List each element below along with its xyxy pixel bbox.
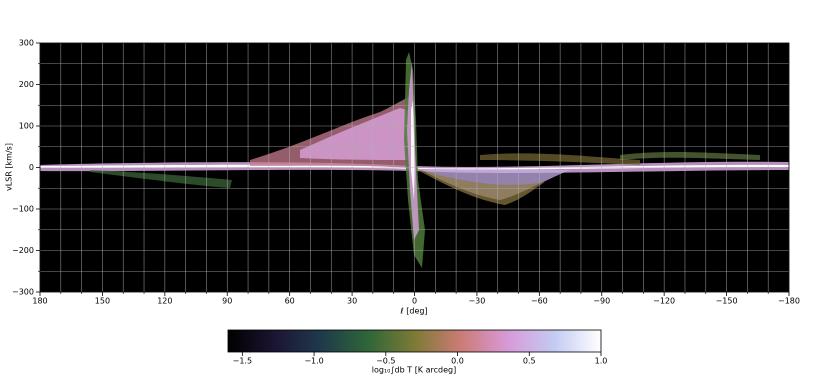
colorbar-tick-label: 0.5 <box>523 357 536 366</box>
x-tick-label: −60 <box>531 297 548 306</box>
x-tick-label: −150 <box>716 297 738 306</box>
x-tick-label: −90 <box>593 297 610 306</box>
y-tick-label: 200 <box>19 80 34 89</box>
y-tick-label: 300 <box>19 39 34 48</box>
y-axis-label: vLSR [km/s] <box>5 143 14 191</box>
x-tick-label: −30 <box>468 297 485 306</box>
y-tick-label: 100 <box>19 122 34 131</box>
x-tick-label: −180 <box>778 297 800 306</box>
x-tick-label: −120 <box>653 297 675 306</box>
colorbar-label: log₁₀∫db T [K arcdeg] <box>372 366 456 375</box>
colorbar-tick-label: 0.0 <box>451 357 464 366</box>
y-tick-label: −300 <box>12 288 34 297</box>
colorbar-tick-label: −1.0 <box>304 357 323 366</box>
x-tick-label: 60 <box>285 297 295 306</box>
y-tick-label: 0 <box>29 163 34 172</box>
y-tick-label: −200 <box>12 246 34 255</box>
x-tick-label: 0 <box>412 297 417 306</box>
colorbar-tick-label: 1.0 <box>595 357 608 366</box>
x-tick-label: 90 <box>222 297 232 306</box>
x-tick-label: 120 <box>157 297 172 306</box>
colorbar-tick-label: −0.5 <box>376 357 395 366</box>
x-axis-label: ℓ [deg] <box>399 307 427 316</box>
colorbar <box>227 329 602 353</box>
x-tick-label: 30 <box>347 297 357 306</box>
x-tick-label: 180 <box>32 297 47 306</box>
x-tick-label: 150 <box>95 297 110 306</box>
colorbar-tick-label: −1.5 <box>233 357 252 366</box>
y-tick-label: −100 <box>12 205 34 214</box>
